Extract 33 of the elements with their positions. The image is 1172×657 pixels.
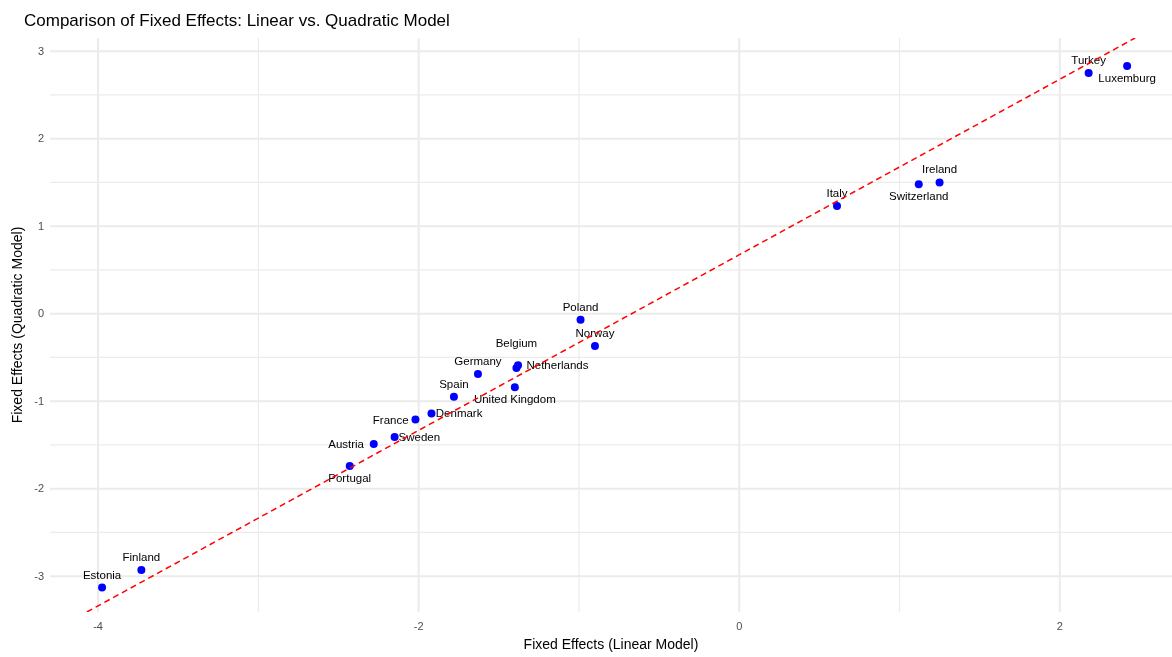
annotation: Estonia — [82, 568, 122, 581]
annotation: Denmark — [435, 407, 483, 420]
annotation: Belgium — [495, 336, 538, 349]
y-tick-label: -3 — [34, 569, 44, 582]
annotation: France — [372, 413, 409, 426]
chart-title: Comparison of Fixed Effects: Linear vs. Quadratic Model — [24, 11, 450, 30]
annotation: Switzerland — [889, 190, 949, 203]
annotation: Portugal — [328, 471, 372, 484]
x-axis-title: Fixed Effects (Linear Model) — [523, 636, 699, 652]
y-tick-label: 2 — [37, 132, 44, 145]
annotation: Netherlands — [526, 359, 589, 372]
annotation: Luxemburg — [1098, 72, 1156, 84]
y-tick-label: -1 — [34, 394, 44, 407]
annotation: Norway — [575, 327, 615, 339]
y-tick-label: 0 — [37, 307, 44, 320]
annotation: Sweden — [398, 431, 441, 443]
annotation: Ireland — [922, 163, 958, 176]
x-tick-label: -2 — [413, 620, 424, 632]
x-tick-label: 0 — [736, 620, 743, 632]
annotation: Spain — [439, 377, 469, 390]
y-tick-label: -2 — [34, 482, 44, 495]
annotation: Italy — [826, 187, 848, 199]
annotation: Poland — [562, 300, 599, 313]
annotation: Finland — [122, 551, 161, 563]
x-tick-label: -4 — [93, 620, 103, 632]
annotation: Turkey — [1071, 54, 1107, 66]
annotation: Germany — [454, 355, 502, 367]
x-tick-label: 2 — [1056, 620, 1063, 632]
y-tick-label: 1 — [37, 219, 44, 232]
annotation: Austria — [328, 438, 365, 450]
y-tick-label: 3 — [37, 44, 44, 57]
y-axis-title: Fixed Effects (Quadratic Model) — [9, 226, 25, 424]
annotation: United Kingdom — [473, 393, 556, 406]
